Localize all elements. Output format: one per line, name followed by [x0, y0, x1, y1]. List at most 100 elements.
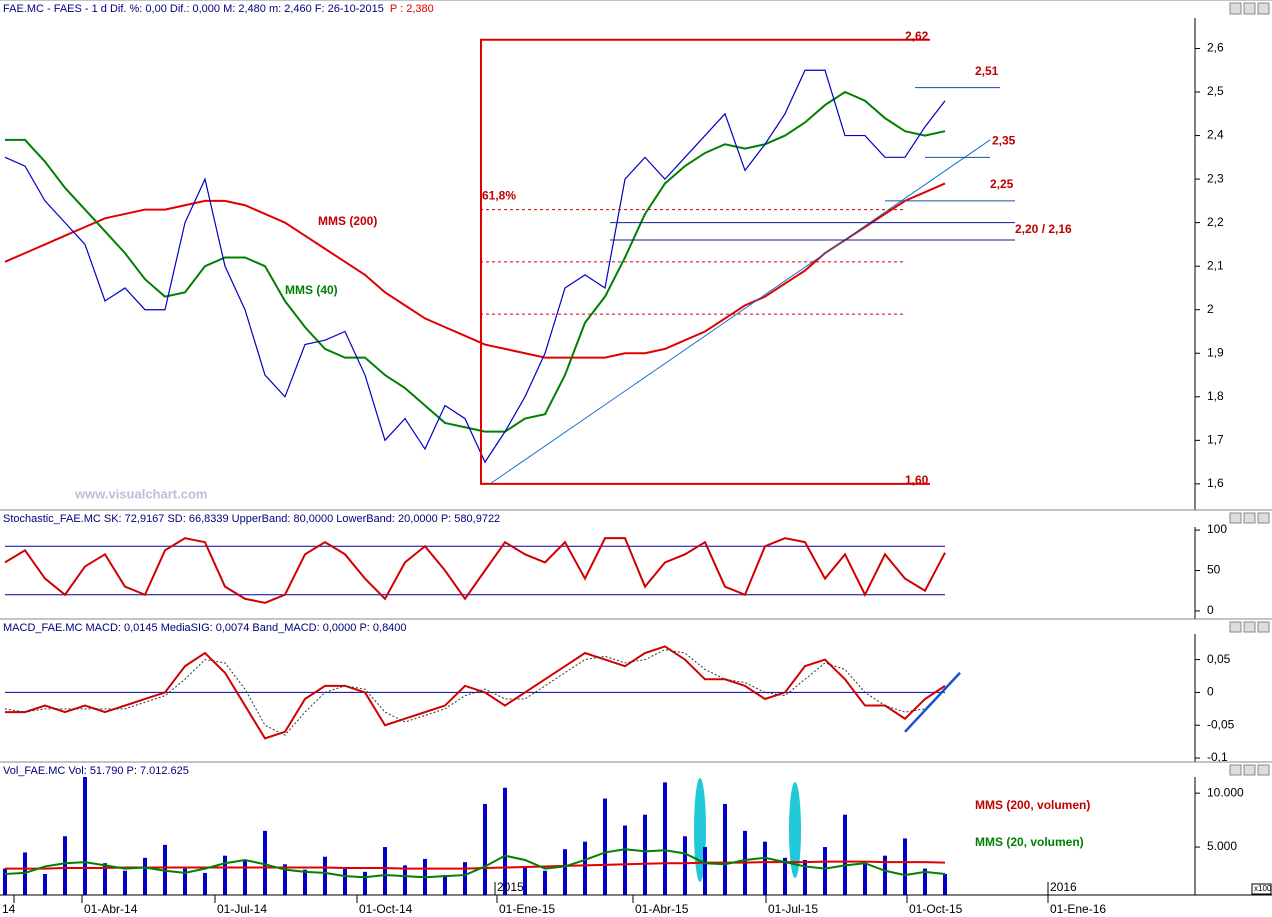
volume-bar: [243, 859, 247, 895]
volume-bar: [623, 825, 627, 895]
level-label: 2,51: [975, 64, 999, 78]
x-tick-label: 01-Abr-14: [84, 902, 138, 916]
y-tick-label: -0,05: [1207, 717, 1235, 731]
y-tick-label: 1,8: [1207, 389, 1224, 403]
volume-bar: [363, 871, 367, 895]
scale-tag: x100: [1254, 884, 1272, 893]
y-tick-label: 100: [1207, 522, 1227, 536]
panel-button[interactable]: [1257, 621, 1270, 633]
close-button[interactable]: [1257, 2, 1270, 15]
volume-bar: [603, 798, 607, 895]
volume-bar: [83, 777, 87, 895]
y-tick-label: 2,2: [1207, 215, 1224, 229]
panel-title: Stochastic_FAE.MC SK: 72,9167 SD: 66,833…: [3, 513, 500, 525]
watermark: www.visualchart.com: [74, 486, 207, 501]
panel-button[interactable]: [1229, 512, 1242, 524]
volume-bar: [843, 814, 847, 895]
highlight: [789, 782, 801, 878]
panel-button[interactable]: [1243, 621, 1256, 633]
y-tick-label: 1,9: [1207, 345, 1224, 359]
panel-button[interactable]: [1257, 764, 1270, 776]
volume-bar: [283, 864, 287, 895]
panel-button[interactable]: [1243, 512, 1256, 524]
panel-button[interactable]: [1257, 512, 1270, 524]
level-label: 2,35: [992, 133, 1016, 147]
volume-bar: [723, 803, 727, 895]
series-line: [4, 182, 946, 359]
series-line: [4, 69, 946, 464]
volume-bar: [303, 869, 307, 895]
y-tick-label: 1,6: [1207, 476, 1224, 490]
volume-bar: [263, 830, 267, 895]
y-tick-label: 2,4: [1207, 128, 1224, 142]
volume-bar: [823, 847, 827, 895]
volume-bar: [563, 849, 567, 895]
volume-bar: [223, 855, 227, 895]
volume-bar: [343, 868, 347, 895]
level-label: 2,25: [990, 177, 1014, 191]
y-tick-label: 50: [1207, 563, 1221, 577]
volume-bar: [103, 863, 107, 895]
trend-line: [904, 671, 961, 733]
x-tick-label: 01-Ene-15: [499, 902, 555, 916]
y-tick-label: 2,3: [1207, 171, 1224, 185]
x-tick-label: 01-Oct-14: [359, 902, 413, 916]
x-tick-label: 01-Abr-15: [635, 902, 689, 916]
maximize-button[interactable]: [1243, 2, 1256, 15]
panel-button[interactable]: [1243, 764, 1256, 776]
x-tick-label: 01-Oct-15: [909, 902, 963, 916]
y-tick-label: 1,7: [1207, 433, 1224, 447]
y-tick-label: 2,1: [1207, 258, 1224, 272]
volume-bar: [543, 870, 547, 895]
volume-bar: [43, 873, 47, 895]
volume-bar: [683, 836, 687, 895]
y-tick-label: 5.000: [1207, 839, 1237, 853]
volume-bar: [323, 856, 327, 895]
volume-bar: [383, 847, 387, 895]
x-tick-label: 14: [2, 902, 16, 916]
level-label: 2,20 / 2,16: [1015, 222, 1072, 236]
volume-bar: [763, 841, 767, 895]
volume-bar: [863, 863, 867, 895]
y-tick-label: 0: [1207, 685, 1214, 699]
scale-tag-box: [1251, 883, 1272, 895]
volume-bar: [483, 803, 487, 895]
volume-bar: [63, 836, 67, 895]
volume-bar: [3, 868, 7, 895]
y-tick-label: 2: [1207, 302, 1214, 316]
year-label: 2016: [1050, 880, 1077, 894]
plot-area: [4, 537, 946, 604]
level-label: 2,62: [905, 29, 929, 43]
volume-bar: [403, 865, 407, 895]
y-tick-label: -0,1: [1207, 750, 1228, 764]
level-label: 1,60: [905, 473, 929, 487]
y-tick-label: 0,05: [1207, 652, 1231, 666]
plot-area: [4, 645, 961, 740]
panel-button[interactable]: [1229, 621, 1242, 633]
plot-area: [3, 777, 947, 895]
y-tick-label: 0: [1207, 603, 1214, 617]
volume-bar: [663, 782, 667, 895]
minimize-button[interactable]: [1229, 2, 1242, 15]
panel-title: FAE.MC - FAES - 1 d Dif. %: 0,00 Dif.: 0…: [3, 3, 384, 15]
series-line: [4, 537, 946, 604]
series-line: [5, 90, 946, 433]
volume-bar: [503, 787, 507, 895]
legend-label: MMS (20, volumen): [975, 835, 1084, 849]
volume-bar: [183, 868, 187, 895]
x-tick-label: 01-Jul-15: [768, 902, 818, 916]
x-tick-label: 01-Ene-16: [1050, 902, 1106, 916]
series-label: MMS (200): [318, 214, 377, 228]
volume-bar: [703, 847, 707, 895]
volume-bar: [903, 838, 907, 895]
panel-title: MACD_FAE.MC MACD: 0,0145 MediaSIG: 0,007…: [3, 622, 407, 634]
trend-line: [489, 139, 991, 485]
panel-button[interactable]: [1229, 764, 1242, 776]
volume-bar: [943, 873, 947, 895]
legend-label: MMS (200, volumen): [975, 798, 1090, 812]
x-tick-label: 01-Jul-14: [217, 902, 267, 916]
panel-title: Vol_FAE.MC Vol: 51.790 P: 7.012.625: [3, 765, 189, 777]
series-label: MMS (40): [285, 283, 338, 297]
